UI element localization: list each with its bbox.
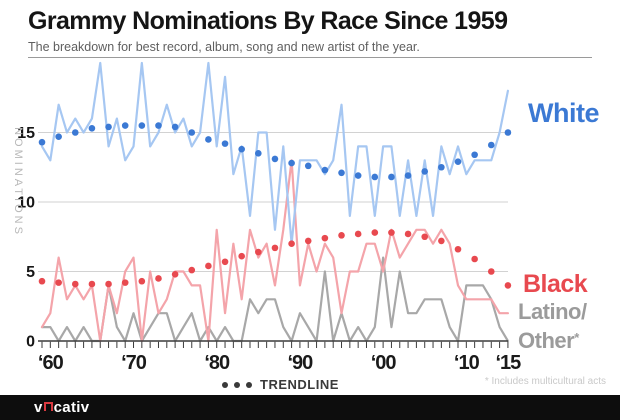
trend-dot-black [487, 268, 495, 275]
trend-dot-white [155, 122, 162, 129]
trend-dot-white [188, 129, 196, 136]
trend-dot-white [255, 150, 262, 157]
trend-dot-white [321, 166, 329, 174]
trend-dot-white [454, 158, 462, 165]
x-axis-label: ‘15 [496, 352, 522, 374]
trend-dot-black [338, 232, 345, 239]
chart-canvas: 0 5 10 15 ‘60 ‘70 ‘80 ‘90 ‘00 ‘10 ‘15 NOMINATIONS [12, 61, 522, 374]
trend-dot-white [88, 125, 96, 132]
trend-dot-white [38, 138, 46, 146]
trend-dot-black [421, 233, 429, 241]
trend-dot-black [38, 277, 46, 285]
trend-dot-black [504, 282, 512, 289]
trend-dot-black [271, 244, 279, 252]
x-axis-label: ‘80 [204, 352, 230, 374]
trend-dot-white [205, 136, 212, 143]
trend-dot-black [138, 277, 146, 285]
logo-prefix: v [34, 399, 43, 416]
legend-dot-icon [234, 381, 240, 388]
footer-bar: v cativ [0, 395, 620, 420]
trend-dot-black [438, 237, 445, 245]
trend-dot-white [471, 151, 478, 159]
trend-dot-black [404, 230, 412, 238]
x-axis-label: ‘70 [121, 352, 147, 374]
trend-dot-white [421, 168, 429, 175]
trend-dot-white [271, 155, 279, 163]
trend-dot-white [221, 140, 229, 147]
y-axis-tick-label: 0 [26, 334, 35, 351]
trend-dot-white [105, 123, 112, 131]
trend-dot-white [55, 133, 62, 140]
trend-dot-black [188, 266, 196, 274]
trend-dot-black [304, 237, 312, 245]
trend-dot-white [404, 172, 412, 179]
y-axis-tick-label: 15 [17, 125, 35, 142]
latino-label-line2: Other [518, 328, 575, 353]
trend-dot-white [304, 162, 312, 170]
page-title: Grammy Nominations By Race Since 1959 [28, 7, 508, 35]
trend-dot-black [255, 248, 262, 256]
trend-dot-white [138, 122, 146, 129]
y-axis-tick-label: 10 [17, 195, 35, 212]
trend-dot-black [471, 255, 478, 263]
trend-dot-white [121, 122, 129, 129]
trend-dot-white [171, 123, 179, 131]
logo-o-icon [43, 402, 53, 411]
logo-suffix: cativ [53, 399, 90, 416]
trend-dot-black [388, 229, 395, 236]
x-axis-label: ‘90 [288, 352, 314, 374]
trend-dot-white [71, 129, 79, 136]
vocativ-logo: v cativ [34, 399, 89, 416]
page-subtitle: The breakdown for best record, album, so… [28, 40, 420, 54]
series-line-latino-other [40, 256, 510, 343]
latino-other-label: Latino/ Other* [518, 299, 587, 354]
trend-dot-black [121, 279, 129, 286]
header-divider [28, 57, 592, 58]
trend-dot-black [221, 258, 229, 266]
trend-dot-white [371, 173, 379, 181]
trend-dot-black [371, 229, 379, 236]
trendline-legend: TRENDLINE [222, 377, 339, 392]
white-label: White [528, 98, 600, 128]
trend-dot-black [321, 234, 329, 242]
trend-dot-black [71, 280, 79, 288]
latino-label-asterisk: * [574, 330, 579, 345]
trend-dot-black [171, 270, 179, 278]
trend-dot-black [205, 262, 212, 270]
black-label: Black [523, 270, 588, 298]
trend-dot-white [354, 172, 362, 179]
trend-dot-white [338, 169, 345, 177]
trend-dot-white [487, 141, 495, 149]
trend-dot-black [354, 230, 362, 238]
trend-dot-black [288, 240, 295, 247]
trend-dot-white [388, 173, 395, 181]
trend-dot-black [454, 245, 462, 253]
y-axis-title: NOMINATIONS [12, 127, 24, 237]
trend-dot-white [438, 163, 445, 171]
x-axis-label: ‘60 [38, 352, 64, 374]
series-line-black [40, 159, 510, 343]
trend-dot-black [88, 280, 96, 288]
series-line-white [40, 61, 510, 245]
trend-dot-black [238, 252, 245, 260]
trend-dot-white [504, 129, 512, 136]
legend-label: TRENDLINE [260, 377, 339, 392]
trend-dot-white [288, 159, 295, 167]
y-axis-tick-label: 5 [26, 264, 35, 281]
trend-dot-black [155, 275, 162, 282]
footnote: * Includes multicultural acts [484, 376, 606, 387]
legend-dot-icon [246, 381, 252, 388]
x-axis-label: ‘10 [454, 352, 480, 374]
legend-dot-icon [222, 381, 228, 388]
x-axis-label: ‘00 [371, 352, 397, 374]
trend-dot-black [55, 279, 62, 286]
trend-dot-black [105, 280, 112, 288]
latino-label-line1: Latino/ [518, 299, 587, 324]
trend-dot-white [238, 145, 245, 153]
